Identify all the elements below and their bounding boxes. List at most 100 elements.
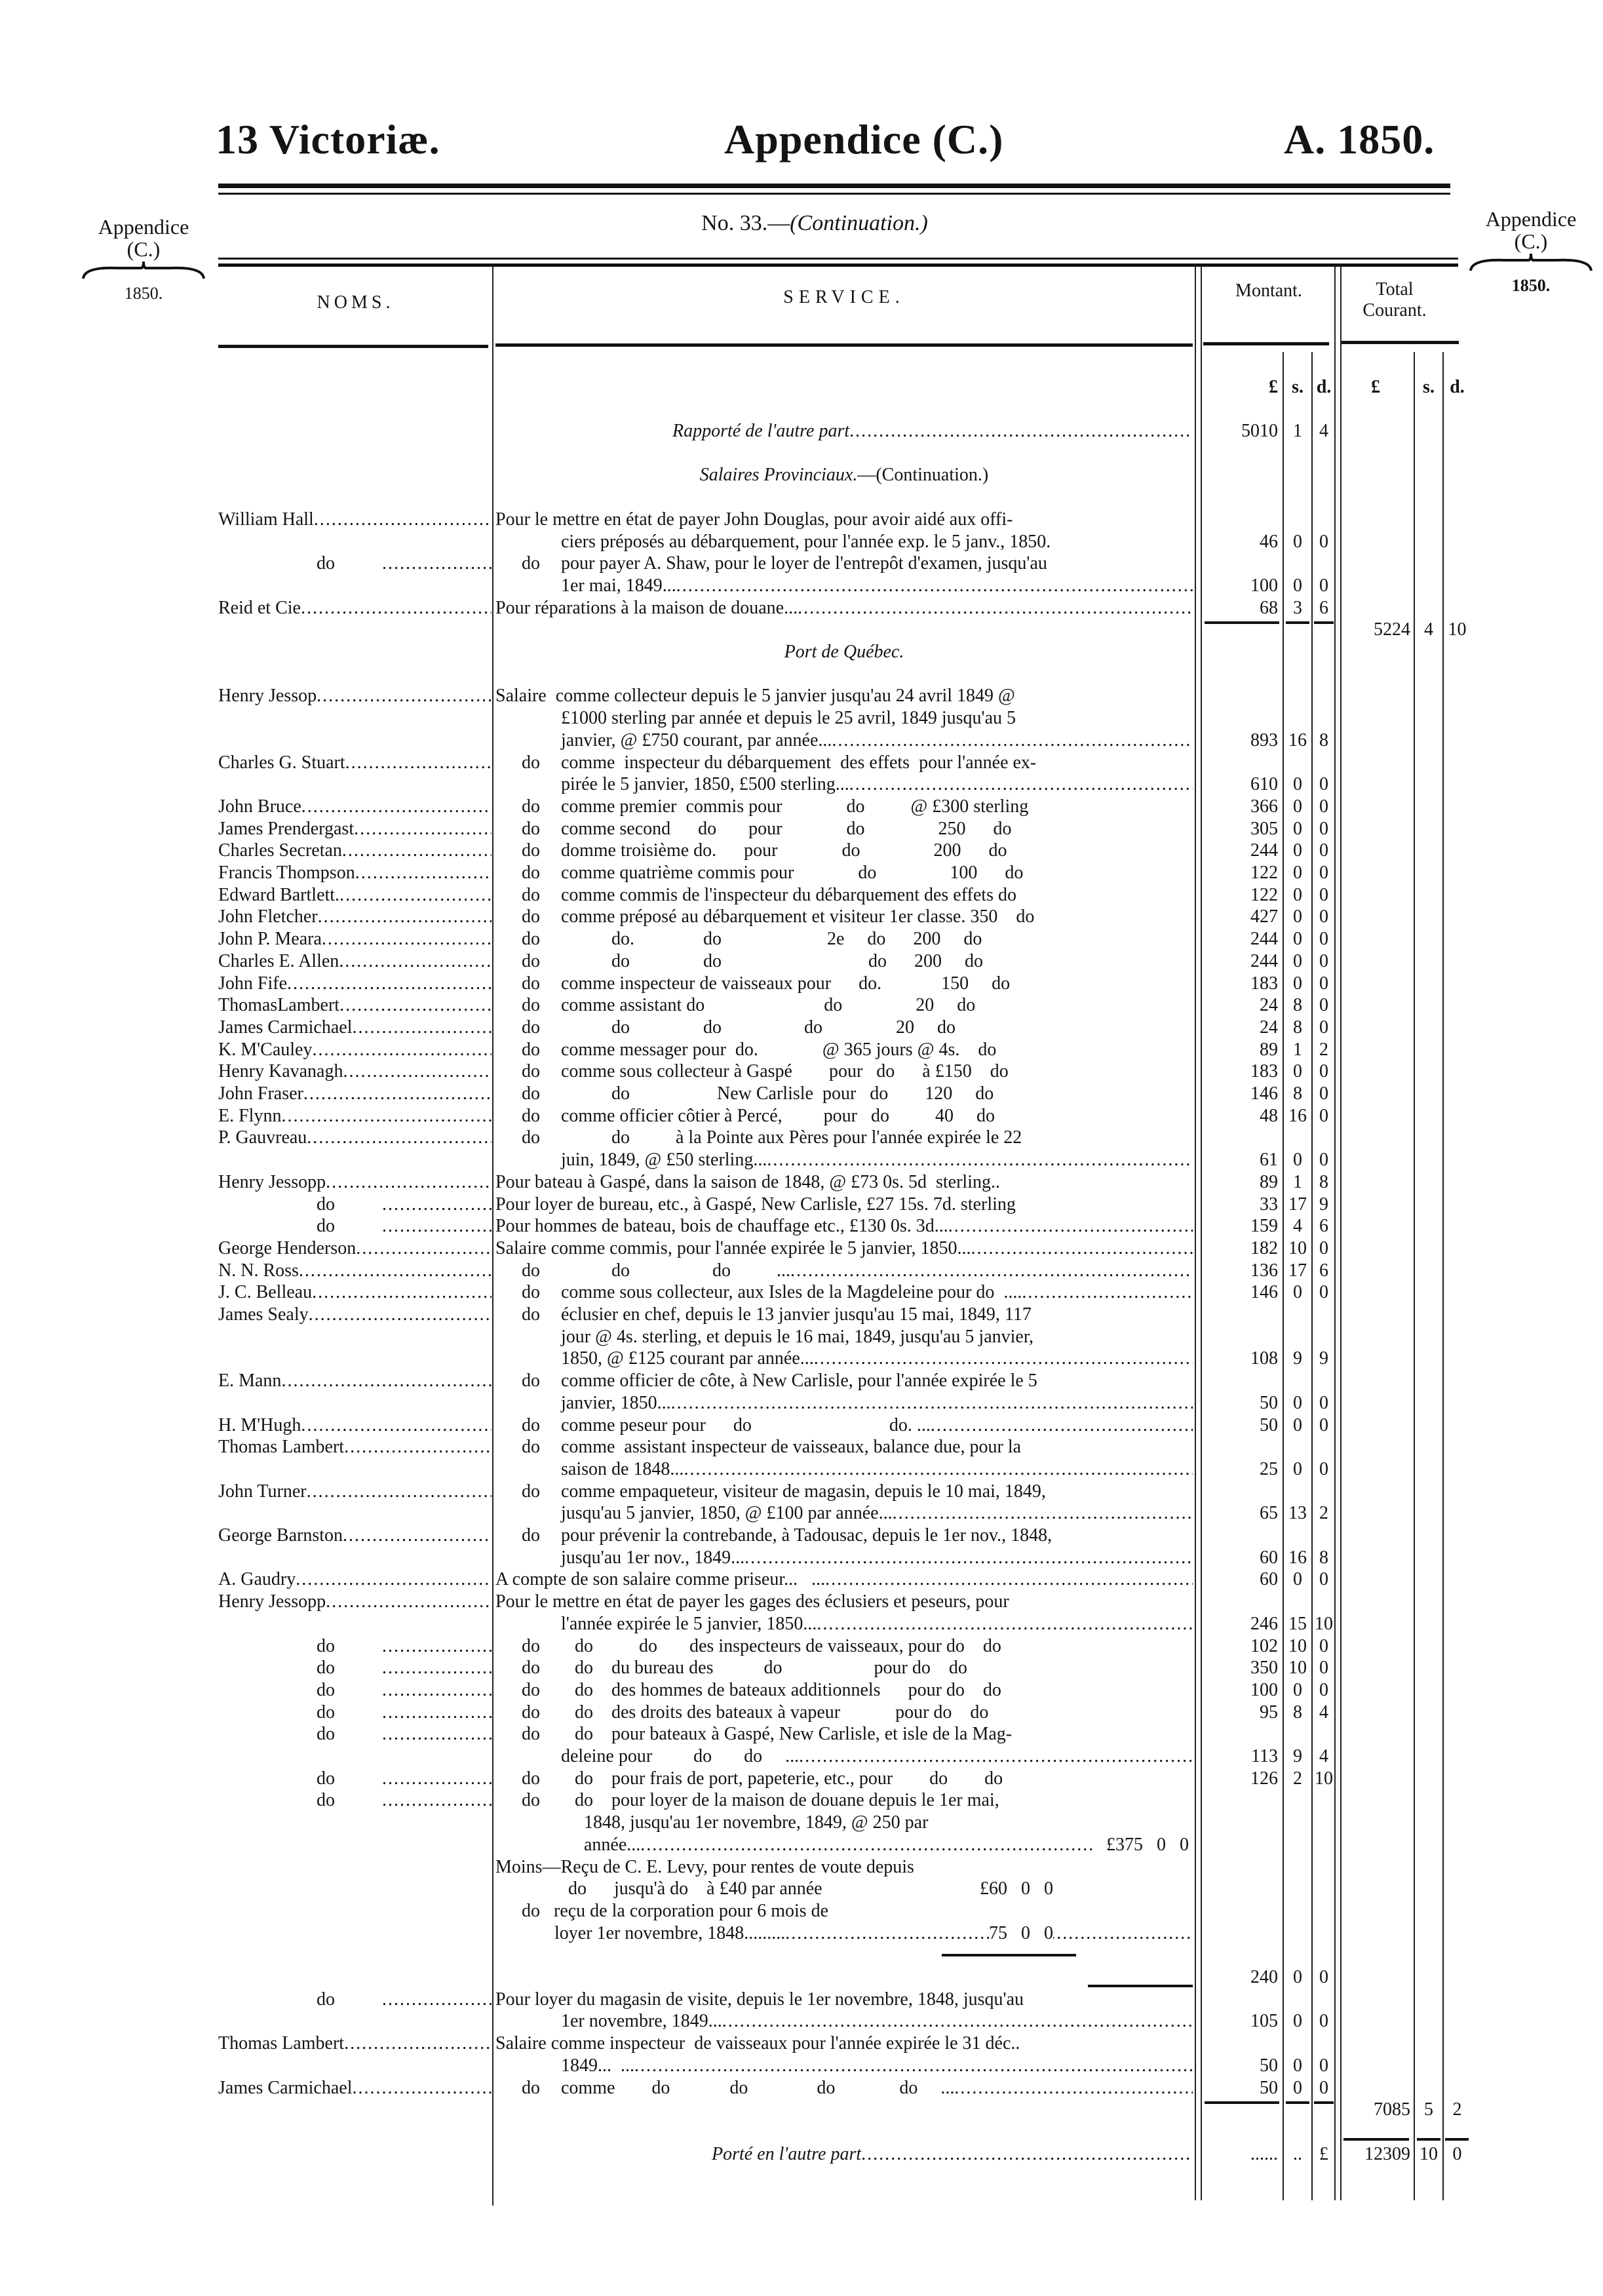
leader-dots (634, 2055, 1193, 2077)
ledger-line: année... £375 0 0 (0, 1833, 1603, 1856)
payee-name: K. M'Cauley (218, 1039, 492, 1061)
service-ditto: do (522, 1039, 540, 1060)
subtotal-row: 7085 5 2 (0, 2099, 1603, 2121)
leader-dots (339, 994, 492, 1017)
amount-pence: 9 (1319, 1348, 1328, 1369)
total-pence: 0 (1452, 2143, 1462, 2164)
leader-dots (343, 1060, 492, 1083)
service-description: 1850, @ £125 courant par année... (495, 1348, 1193, 1370)
payee-name-text: John Bruce (218, 796, 301, 817)
payee-name: William Hall (218, 509, 492, 531)
payee-name: E. Mann (218, 1370, 492, 1392)
amount-pence: 0 (1319, 1392, 1328, 1413)
amount-pounds: 50 (1260, 2055, 1278, 2076)
service-text: année... (561, 1834, 641, 1855)
service-text: comme inspecteur du débarquement des eff… (561, 752, 1037, 773)
ledger-line: £1000 sterling par année et depuis le 25… (0, 707, 1603, 730)
column-divider-total (1334, 267, 1336, 2200)
leader-dots (326, 1591, 492, 1613)
service-description: janvier, 1850... (495, 1392, 1193, 1414)
sum-rule (1205, 2101, 1279, 2105)
amount-pounds: 50 (1260, 2077, 1278, 2098)
amount-shillings: 0 (1293, 575, 1302, 596)
amount-shillings: 1 (1293, 421, 1302, 441)
service-text: do New Carlisle pour do 120 do (561, 1083, 994, 1104)
service-description: do comme préposé au débarquement et visit… (495, 906, 1193, 928)
amount-shillings: 10 (1288, 1237, 1307, 1258)
leader-dots (817, 1613, 1193, 1635)
service-text: do jusqu'à do à £40 par année (554, 1878, 822, 1899)
service-text: do. do 2e do 200 do (561, 929, 982, 950)
leader-dots (314, 509, 492, 531)
leader-dots (343, 1525, 492, 1547)
payee-name: Thomas Lambert (218, 1436, 492, 1458)
payee-name: John Fraser (218, 1083, 492, 1105)
leader-dots (382, 1723, 492, 1745)
amount-pence-label: d. (1316, 377, 1332, 397)
ledger-line: Henry Jessopp Pour bateau à Gaspé, dans l… (0, 1171, 1603, 1194)
amount-pounds: 244 (1250, 950, 1278, 971)
column-divider-total-inner (1340, 267, 1342, 2200)
service-ditto: do (522, 1658, 540, 1679)
service-text: do du bureau des do pour do do (561, 1658, 967, 1679)
service-description: do comme second do pour do 250 do (495, 818, 1193, 840)
amount-pence: 0 (1319, 863, 1328, 883)
leader-dots (301, 796, 492, 818)
total-pounds: 12309 (1364, 2143, 1410, 2164)
ledger-line: l'année expirée le 5 janvier, 1850... 246… (0, 1613, 1603, 1635)
amount-shillings: 17 (1288, 1194, 1307, 1215)
payee-name: do (218, 1723, 492, 1745)
amount-pounds: 610 (1250, 774, 1278, 795)
payee-name: Henry Jessop (218, 685, 492, 707)
amount-pounds: 244 (1250, 929, 1278, 950)
service-description: do do pour frais de port, papeterie, etc… (495, 1768, 1193, 1790)
amount-pence: 10 (1315, 1768, 1333, 1789)
leader-dots (676, 575, 1193, 597)
payee-name: Charles Secretan (218, 840, 492, 862)
payee-name: John Bruce (218, 796, 492, 818)
leader-dots (287, 973, 492, 995)
amount-pence: 0 (1319, 1635, 1328, 1656)
payee-ditto: do (317, 1702, 335, 1722)
payee-name-text: John Fraser (218, 1083, 303, 1104)
ledger-line: 1849... ... 50 00 (0, 2055, 1603, 2077)
carry-label: Porté en l'autre part (712, 2143, 862, 2164)
service-description: année... £375 0 0 (495, 1833, 1193, 1856)
amount-pounds: 50 (1260, 1392, 1278, 1413)
service-ditto: do (522, 1260, 540, 1281)
ledger-line: 1er novembre, 1849... 105 00 (0, 2010, 1603, 2033)
payee-name-text: Thomas Lambert (218, 2033, 345, 2054)
service-description: do do du bureau des do pour do do (495, 1657, 1193, 1679)
service-text: do des droits des bateaux à vapeur pour … (561, 1702, 989, 1722)
service-description: Pour le mettre en état de payer les gage… (495, 1591, 1193, 1613)
amount-pounds: 60 (1260, 1569, 1278, 1590)
service-ditto: do (522, 818, 540, 839)
amount-pounds: 122 (1250, 884, 1278, 905)
amount-pence: 8 (1319, 1547, 1328, 1568)
column-divider-total-d (1442, 352, 1444, 2200)
amount-pounds: 182 (1250, 1237, 1278, 1258)
payee-ditto: do (317, 1679, 335, 1700)
amount-shillings: 1 (1293, 1171, 1302, 1192)
margin-right-year: 1850. (1511, 275, 1551, 295)
payee-name-text: Henry Jessopp (218, 1591, 326, 1612)
total-pence-label: d. (1450, 377, 1465, 397)
ledger-line: E. Flynn do comme officier côtier à Percé,… (0, 1105, 1603, 1127)
column-divider-amount-inner (1201, 267, 1202, 2200)
ledger-line: do reçu de la corporation pour 6 mois de (0, 1900, 1603, 1922)
ledger-line: jusqu'au 5 janvier, 1850, @ £100 par ann… (0, 1502, 1603, 1525)
service-description: do do à la Pointe aux Pères pour l'année… (495, 1127, 1193, 1149)
leader-dots (893, 1502, 1193, 1525)
service-text: Pour loyer de bureau, etc., à Gaspé, New… (495, 1194, 1016, 1215)
payee-name: Henry Jessopp (218, 1591, 492, 1613)
leader-dots (307, 1127, 492, 1149)
leader-dots (352, 1017, 492, 1039)
margin-note-left: Appendice (C.) 1850. (78, 216, 209, 302)
amount-pounds: 89 (1260, 1171, 1278, 1192)
payee-name-text: James Carmichael (218, 1017, 353, 1038)
service-ditto: do (522, 1414, 540, 1435)
sub-amount: £60 0 0 (980, 1878, 1053, 1901)
service-description: do do pour bateaux à Gaspé, New Carlisle… (495, 1723, 1193, 1745)
